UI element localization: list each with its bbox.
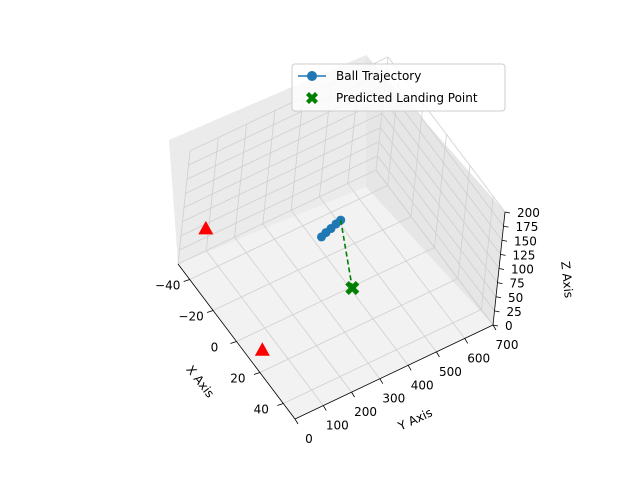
z-tick-label: 100	[511, 263, 534, 277]
legend-trajectory-marker	[307, 71, 317, 81]
y-tick	[379, 378, 384, 384]
grid-line-x-floor	[189, 185, 388, 280]
grid-line-y-floor	[262, 223, 381, 379]
z-tick	[503, 225, 509, 228]
triangle-marker	[198, 220, 214, 235]
grid-line-x-floor	[283, 309, 482, 404]
y-axis-label: Y Axis	[395, 405, 434, 433]
y-tick-label: 400	[411, 378, 434, 392]
z-tick-label: 125	[513, 248, 536, 262]
tick-marks	[183, 211, 511, 425]
y-tick-label: 700	[496, 338, 519, 352]
grid-line-z-right	[378, 141, 497, 297]
z-tick	[501, 239, 508, 242]
z-tick	[492, 324, 499, 327]
y-tick	[322, 405, 327, 411]
z-tick	[497, 282, 503, 285]
grid-line-z-left	[180, 141, 380, 237]
pane-bottom	[178, 187, 493, 419]
grid-line-y-floor	[347, 183, 466, 339]
grid-line-z-left	[182, 127, 381, 222]
y-tick	[436, 351, 440, 358]
legend-frame	[291, 63, 506, 112]
y-tick	[407, 365, 412, 371]
grid-line-z-right	[381, 113, 500, 269]
z-tick-label: 150	[514, 234, 537, 248]
grid-line-z-left	[183, 113, 383, 208]
grid-line-z-left	[185, 99, 384, 194]
x-tick	[277, 403, 284, 406]
legend-landing-label: Predicted Landing Point	[336, 91, 478, 105]
z-tick-label: 175	[516, 220, 539, 234]
grid-line-z-right	[380, 127, 498, 283]
legend: Ball Trajectory Predicted Landing Point	[291, 63, 506, 112]
y-tick-labels: 0 100 200 300 400 500 600 700	[305, 338, 518, 446]
y-tick	[351, 391, 355, 398]
triangle-marker	[254, 342, 270, 356]
y-tick-label: 100	[326, 419, 349, 433]
grid-line-x-floor	[212, 216, 412, 311]
x-tick-labels: −40 −20 0 20 40	[155, 279, 269, 417]
x-tick	[230, 341, 237, 344]
z-tick	[495, 296, 502, 299]
z-tick	[494, 310, 500, 313]
grid-line-x-floor	[259, 278, 459, 373]
z-tick	[504, 211, 511, 214]
x-tick-label: 0	[211, 341, 219, 355]
x-tick	[253, 372, 261, 375]
x-tick	[206, 310, 214, 313]
y-tick-label: 500	[439, 365, 462, 379]
z-tick-label: 25	[507, 305, 522, 319]
predicted-path-line	[339, 219, 354, 289]
z-tick-label: 0	[505, 319, 513, 333]
x-tick-label: −20	[178, 310, 203, 324]
x-tick-label: 20	[230, 372, 245, 386]
grid-line-y-floor	[234, 236, 352, 393]
x-tick-label: 40	[254, 403, 269, 417]
z-tick-label: 50	[508, 291, 523, 305]
y-tick	[464, 338, 469, 344]
y-tick-label: 300	[382, 392, 405, 406]
grid-line-z-left	[177, 169, 377, 265]
y-axis-line	[294, 324, 494, 420]
grid-line-x-floor	[236, 247, 435, 342]
y-tick-label: 200	[354, 405, 377, 419]
y-tick	[492, 324, 497, 331]
grid-line-z-right	[383, 99, 501, 255]
grid-line-z-right	[375, 169, 494, 326]
x-tick-label: −40	[155, 279, 180, 293]
legend-trajectory-label: Ball Trajectory	[336, 69, 421, 83]
x-axis-label: X Axis	[183, 363, 217, 401]
y-tick-label: 0	[305, 432, 313, 446]
grid-line-y-floor	[205, 250, 324, 406]
z-tick-label: 200	[517, 206, 540, 220]
x-tick	[183, 279, 190, 282]
y-tick	[294, 418, 299, 425]
z-tick-label: 75	[510, 277, 525, 291]
z-tick	[500, 253, 506, 256]
grid-line-z-right	[377, 155, 495, 312]
series-layer	[198, 215, 360, 356]
y-tick-label: 600	[467, 351, 490, 365]
z-tick	[498, 268, 505, 270]
legend-landing-marker	[306, 92, 318, 104]
z-axis-label: Z Axis	[558, 260, 576, 298]
